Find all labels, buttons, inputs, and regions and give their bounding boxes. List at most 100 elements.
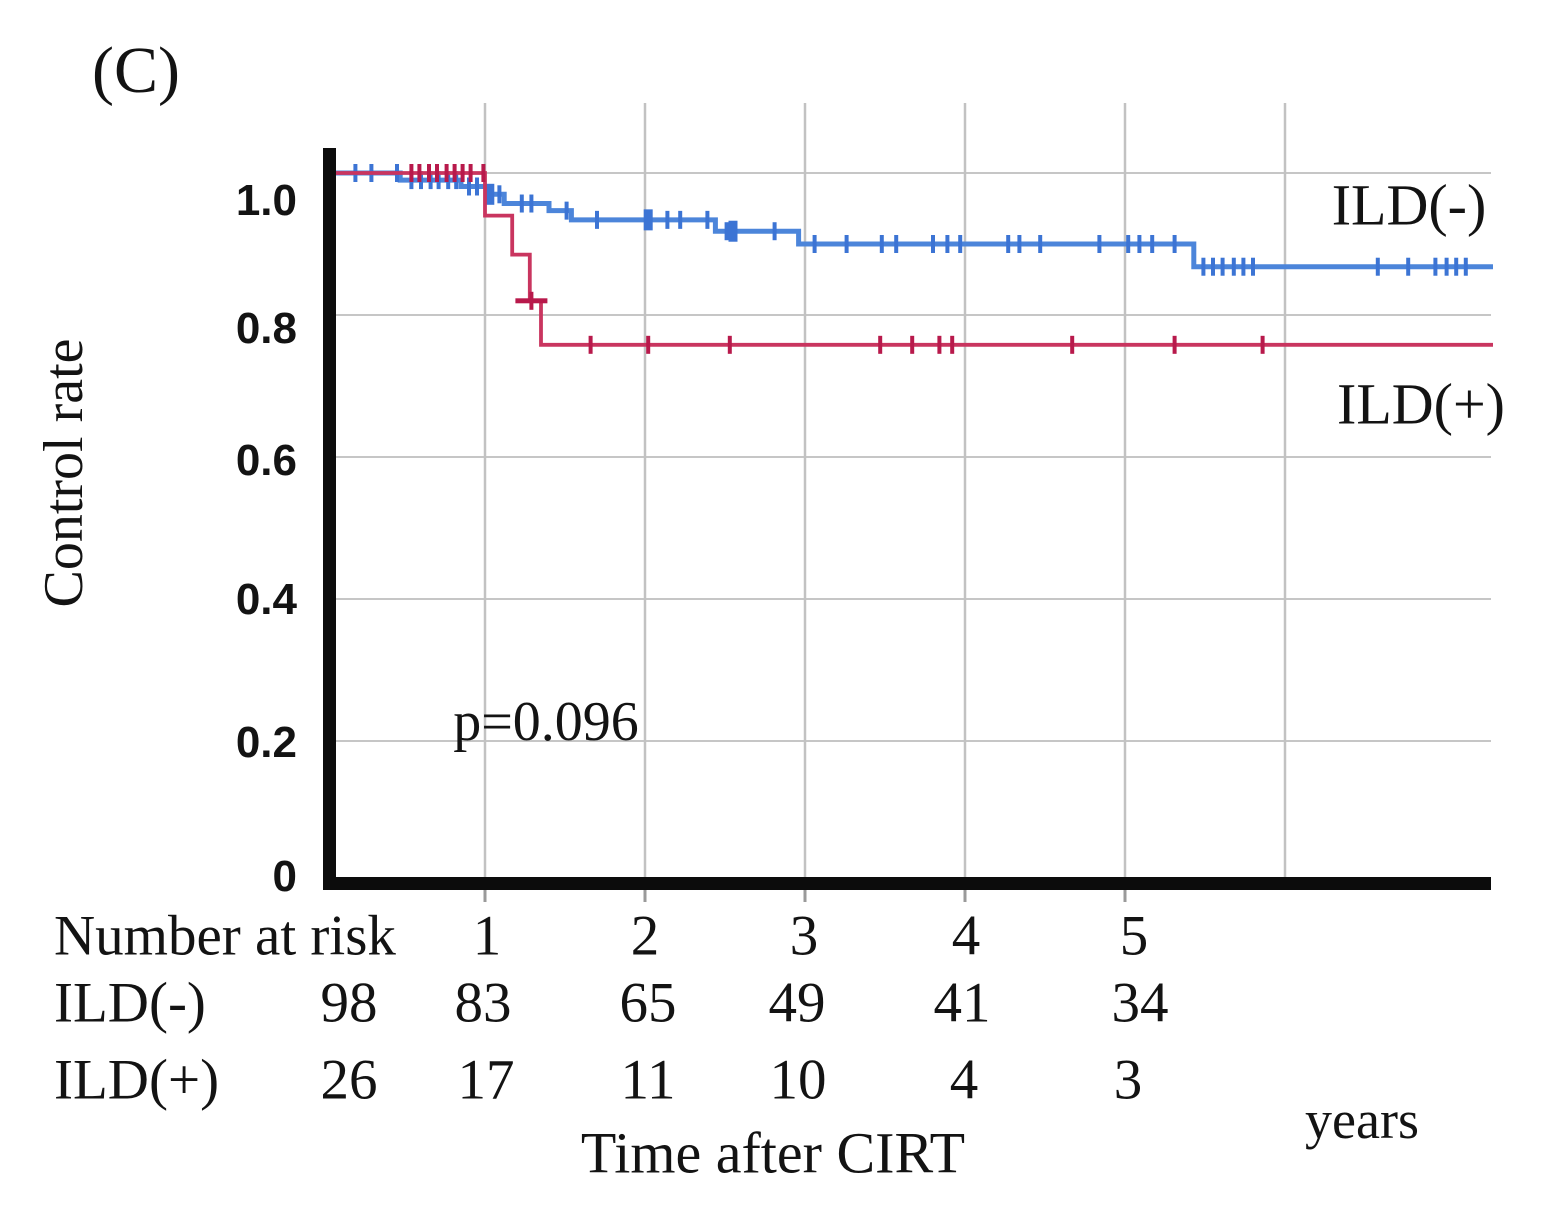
x-tick-label-3: 3 (789, 904, 819, 968)
risk-count-ild-positive-col2: 11 (620, 1048, 676, 1112)
censor-tick (724, 222, 729, 241)
y-axis-title: Control rate (33, 338, 95, 608)
y-tick-label-0.6: 0.6 (235, 436, 297, 485)
censor-tick (646, 335, 651, 354)
risk-count-ild-positive-col1: 17 (457, 1048, 515, 1112)
legend-ild-positive: ILD(+) (1337, 371, 1505, 437)
censor-tick (950, 335, 955, 354)
censor-tick (894, 235, 899, 253)
censor-tick (427, 164, 431, 182)
censor-tick (1406, 257, 1411, 276)
censor-tick (728, 220, 738, 242)
censor-tick (481, 164, 486, 182)
panel-label: (C) (92, 34, 180, 107)
risk-table-row-label-ild-negative: ILD(-) (54, 971, 206, 1035)
censor-tick (1172, 235, 1177, 253)
censor-tick (879, 235, 884, 253)
censor-tick (1211, 257, 1215, 276)
censor-tick (772, 222, 777, 241)
risk-count-ild-positive-col5: 3 (1113, 1048, 1143, 1112)
censor-tick (937, 335, 942, 354)
censor-tick (1241, 257, 1246, 276)
censor-tick (1070, 335, 1075, 354)
x-tick-label-5: 5 (1119, 904, 1149, 968)
risk-count-ild-positive-col0: 26 (320, 1048, 378, 1112)
p-value-annotation: p=0.096 (453, 691, 639, 753)
y-tick-label-1.0: 1.0 (235, 176, 297, 225)
risk-table-row-label-ild-positive: ILD(+) (54, 1048, 220, 1112)
censor-tick (475, 177, 479, 196)
censor-tick (1201, 257, 1206, 276)
censor-tick (958, 235, 963, 253)
censor-tick (1006, 235, 1011, 253)
censor-tick (595, 210, 599, 229)
censor-tick (417, 164, 422, 182)
legend-ild-negative: ILD(-) (1331, 172, 1487, 238)
censor-tick (1150, 235, 1155, 253)
x-axis-title: Time after CIRT (580, 1120, 966, 1186)
km-curve-ild-positive (325, 171, 1493, 347)
risk-table-header: Number at risk (54, 904, 396, 968)
censor-tick (1220, 257, 1225, 276)
censor-tick (643, 209, 653, 231)
censor-tick (1444, 257, 1449, 276)
censor-tick (588, 335, 593, 354)
censor-tick (435, 164, 439, 182)
y-axis-line (323, 148, 336, 890)
censor-tick (1038, 235, 1043, 253)
risk-count-ild-negative-col0: 98 (320, 971, 378, 1035)
y-tick-label-0.2: 0.2 (235, 718, 297, 767)
censor-tick (665, 210, 670, 229)
censor-tick (1231, 257, 1236, 276)
censor-tick (727, 335, 732, 354)
risk-count-ild-negative-col4: 41 (933, 971, 991, 1035)
censor-tick (812, 235, 817, 253)
censor-marks-ild-negative (353, 164, 1468, 276)
risk-count-ild-negative-col3: 49 (768, 971, 826, 1035)
censor-tick (1126, 235, 1131, 253)
censor-tick (1097, 235, 1102, 253)
censor-tick (467, 177, 471, 196)
censor-tick (460, 164, 465, 182)
censor-tick (1433, 257, 1438, 276)
censor-tick (705, 210, 710, 229)
y-tick-label-0.8: 0.8 (235, 304, 297, 353)
censor-tick (497, 185, 502, 204)
censor-tick (1017, 235, 1022, 253)
risk-count-ild-positive-col3: 10 (769, 1048, 827, 1112)
x-axis-line (323, 877, 1491, 890)
risk-count-ild-positive-col4: 4 (949, 1048, 979, 1112)
x-tick-label-1: 1 (472, 904, 502, 968)
risk-count-ild-negative-col1: 83 (454, 971, 512, 1035)
censor-tick (409, 164, 414, 182)
censor-tick (910, 335, 915, 354)
censor-tick (878, 335, 883, 354)
censor-tick (1172, 335, 1177, 354)
x-tick-label-2: 2 (630, 904, 660, 968)
censor-tick (468, 164, 473, 182)
censor-tick (452, 164, 457, 182)
censor-tick (1463, 257, 1468, 276)
censor-tick (1260, 335, 1265, 354)
censor-tick (519, 194, 524, 213)
censor-tick (1251, 257, 1255, 276)
censor-tick (1375, 257, 1380, 276)
risk-count-ild-negative-col2: 65 (619, 971, 677, 1035)
censor-tick (529, 194, 534, 213)
censor-tick (564, 201, 569, 220)
censor-tick (678, 210, 683, 229)
y-tick-label-0.4: 0.4 (235, 575, 297, 624)
censor-marks-ild-positive (409, 164, 1265, 354)
censor-tick (1454, 257, 1459, 276)
censor-tick (945, 235, 950, 253)
risk-count-ild-negative-col5: 34 (1111, 971, 1169, 1035)
x-tick-label-4: 4 (951, 904, 981, 968)
censor-tick (844, 235, 849, 253)
x-axis-unit-label: years (1305, 1090, 1419, 1150)
censor-tick (931, 235, 935, 253)
censor-tick (444, 164, 449, 182)
censor-crossbar (515, 298, 548, 304)
censor-tick (485, 183, 495, 205)
